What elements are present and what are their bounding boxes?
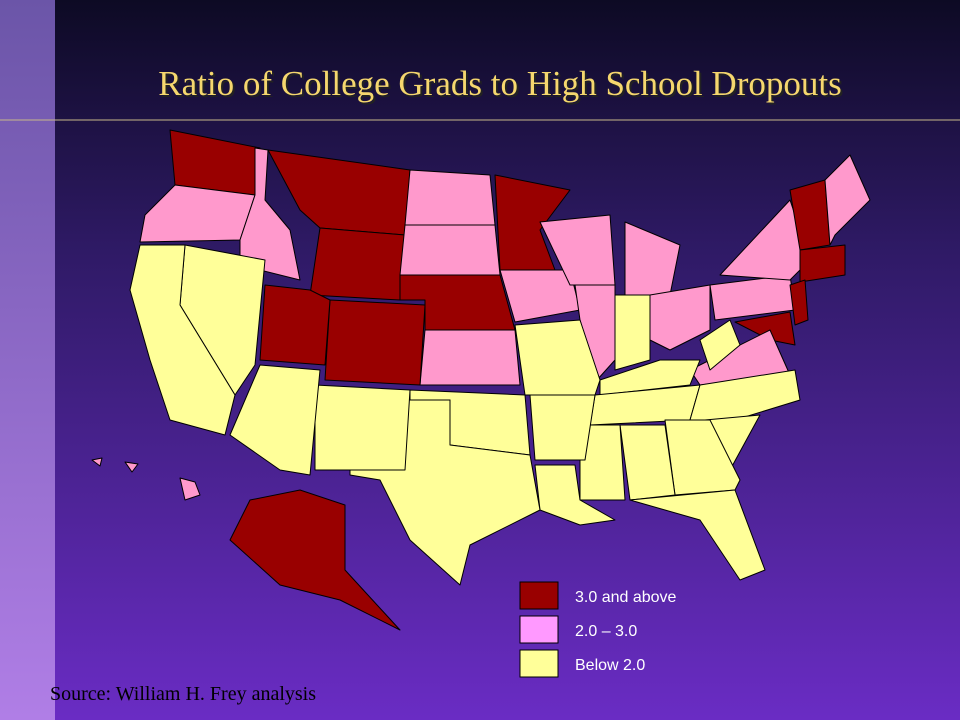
legend-label: Below 2.0 [575,657,645,674]
source-note: Source: William H. Frey analysis [50,683,316,705]
title: Ratio of College Grads to High School Dr… [158,64,841,103]
legend-label: 3.0 and above [575,589,677,606]
legend-label: 2.0 – 3.0 [575,623,637,640]
legend-swatch [519,649,559,678]
legend: 3.0 and above 2.0 – 3.0 Below 2.0 [519,581,677,678]
legend-swatch [519,615,559,644]
title-shadow: Ratio of College Grads to High School Dr… [160,66,843,105]
legend-swatch [519,581,559,610]
us-map [91,129,871,631]
side-strip [0,0,55,720]
